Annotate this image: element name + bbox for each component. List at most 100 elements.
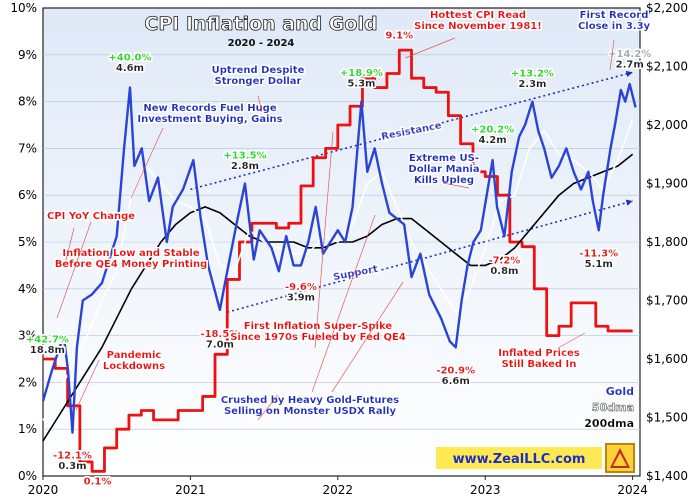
annotation-line: New Records Fuel Huge <box>143 103 276 114</box>
legend-50dma: 50dma <box>592 401 634 414</box>
cpi-value-label: 9.1% <box>385 30 413 41</box>
left-axis-tick-label: 5% <box>18 235 37 249</box>
duration-label: 4.2m <box>479 135 507 146</box>
gold-series-line <box>41 82 637 434</box>
gain-label: +13.5% <box>223 150 266 161</box>
gain-label: +40.0% <box>108 53 151 64</box>
annotation-arrow <box>257 394 279 421</box>
zeal-logo <box>605 443 635 473</box>
annotation-line: Pandemic <box>107 350 162 361</box>
loss-label: -18.5% <box>200 329 239 340</box>
duration-label: 2.3m <box>518 79 546 90</box>
annotation-inflated-prices: Inflated Prices Still Baked In <box>498 348 580 370</box>
left-axis-tick-label: 0% <box>18 469 37 483</box>
date-stamp: 1.10.2024 <box>315 462 356 471</box>
cpi-value-label: 0.1% <box>84 476 112 487</box>
annotation-line: Uptrend Despite <box>212 65 305 76</box>
annotation-layer: +42.7% +40.0% +13.5% +18.9% +20.2% +13.2% +14.… <box>26 10 651 487</box>
gain-label: +18.9% <box>340 68 383 79</box>
left-axis: 0% 1% 2% 3% 4% 5% 6% 7% 8% 9% 10% <box>10 1 37 483</box>
annotation-line: Selling on Monster USDX Rally <box>224 406 396 417</box>
annotation-line: Crushed by Heavy Gold-Futures <box>221 395 399 406</box>
trendline-layer <box>190 70 633 313</box>
annotation-line: CPI YoY Change <box>47 211 135 222</box>
left-axis-tick-label: 7% <box>18 141 37 155</box>
annotation-line: Lockdowns <box>103 361 165 372</box>
right-axis-tick-label: $2,000 <box>646 118 688 132</box>
x-axis-tick-label: 2023 <box>470 483 501 497</box>
duration-label: 18.8m <box>30 345 65 356</box>
right-axis-tick-label: $1,800 <box>646 235 688 249</box>
annotation-line: Inflation Low and Stable <box>62 248 199 259</box>
annotation-crushed-by-heavy-gold-futures: Crushed by Heavy Gold-Futures Selling on … <box>221 395 399 417</box>
support-trendline <box>227 200 633 313</box>
right-axis-tick-label: $2,100 <box>646 60 688 74</box>
annotation-line: Stronger Dollar <box>215 76 302 87</box>
annotation-pandemic: Pandemic Lockdowns <box>103 350 165 372</box>
duration-label: 6.6m <box>442 376 470 387</box>
legend-gold: Gold <box>606 385 634 398</box>
annotation-arrow <box>65 227 75 261</box>
annotation-arrow <box>56 221 92 319</box>
left-axis-tick-label: 10% <box>10 1 37 15</box>
annotation-line: Investment Buying, Gains <box>137 114 282 125</box>
gain-label: +42.7% <box>26 335 69 346</box>
annotation-arrow <box>331 281 404 393</box>
loss-label: -9.6% <box>285 282 317 293</box>
x-axis-tick-label: 2022 <box>323 483 354 497</box>
annotation-inflation-low-and-stable: Inflation Low and Stable Before QE4 Money… <box>55 248 208 270</box>
left-axis-tick-label: 1% <box>18 422 37 436</box>
right-axis-tick-label: $1,600 <box>646 352 688 366</box>
annotation-arrow <box>609 39 615 71</box>
loss-label: -11.3% <box>579 249 618 260</box>
duration-label: 0.3m <box>58 461 86 472</box>
annotation-line: Dollar Mania <box>408 164 479 175</box>
duration-label: 5.3m <box>347 78 375 89</box>
annotation-uptrend-despite: Uptrend Despite Stronger Dollar <box>212 65 305 87</box>
duration-label: 7.0m <box>206 339 234 350</box>
annotation-line: Before QE4 Money Printing <box>55 259 208 270</box>
duration-label: 2.8m <box>231 161 259 172</box>
x-axis: 2020 2021 2022 2023 2024 <box>28 476 648 497</box>
resistance-trendline <box>190 71 633 191</box>
right-axis-tick-label: $2,200 <box>646 1 688 15</box>
annotation-hottest-cpi-read: Hottest CPI Read Since November 1981! <box>414 10 542 32</box>
duration-label: 5.1m <box>585 259 613 270</box>
annotation-line: Kills Upleg <box>414 175 474 186</box>
watermark-backdrop <box>436 447 602 469</box>
annotation-arrow <box>257 95 263 113</box>
right-axis-tick-label: $1,500 <box>646 411 688 425</box>
chart-title: CPI Inflation and Gold <box>144 13 377 35</box>
annotation-first-inflation-super-spike: First Inflation Super-Spike Since 1970s F… <box>230 321 406 343</box>
support-trendline-arrow <box>625 199 633 206</box>
legend: Gold 50dma 200dma <box>584 385 634 430</box>
chart-subtitle: 2020 - 2024 <box>228 38 295 49</box>
right-axis-tick-label: $1,400 <box>646 469 688 483</box>
duration-label: 3.9m <box>287 293 315 304</box>
annotation-line: Inflated Prices <box>498 348 580 359</box>
x-axis-tick-label: 2021 <box>175 483 206 497</box>
resistance-trendline-arrow <box>625 70 633 78</box>
annotation-line: Hottest CPI Read <box>430 10 526 21</box>
right-axis-tick-label: $1,900 <box>646 177 688 191</box>
annotation-arrow <box>314 131 334 349</box>
cpi-yoy-change-series-line <box>43 48 633 473</box>
annotation-line: Still Baked In <box>502 359 577 370</box>
gain-label: +20.2% <box>471 125 514 136</box>
right-axis: $1,400 $1,500 $1,600 $1,700 $1,800 $1,900 $2,0… <box>646 1 688 483</box>
annotation-arrow <box>404 37 456 59</box>
annotation-arrow <box>311 214 376 393</box>
left-axis-tick-label: 6% <box>18 188 37 202</box>
loss-label: -20.9% <box>436 366 475 377</box>
annotation-arrow <box>557 332 586 349</box>
annotation-line: First Inflation Super-Spike <box>244 321 393 332</box>
gain-label: +13.2% <box>511 68 554 79</box>
gain-label: +14.2% <box>608 49 651 60</box>
annotation-line: Close in 3.3y <box>578 21 651 32</box>
loss-label: -7.2% <box>488 256 520 267</box>
annotation-first-record: First Record Close in 3.3y <box>578 10 651 32</box>
annotation-arrow <box>442 182 470 189</box>
duration-label: 2.7m <box>616 60 644 71</box>
left-axis-tick-label: 8% <box>18 95 37 109</box>
